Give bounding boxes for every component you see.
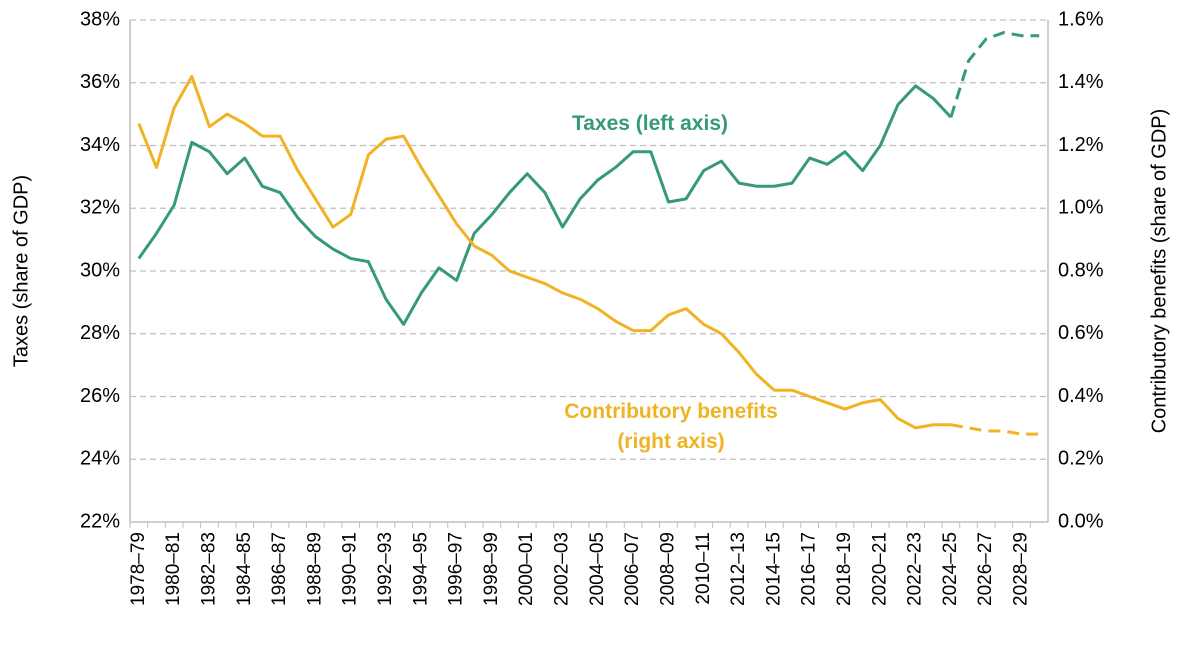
series-line bbox=[137, 84, 952, 326]
x-tick-label: 1990–91 bbox=[340, 532, 361, 606]
y-tick-label: 22% bbox=[80, 510, 120, 532]
x-tick-label: 2006–07 bbox=[622, 532, 643, 606]
y2-tick-label: 0.8% bbox=[1058, 259, 1104, 281]
y2-tick-label: 1.0% bbox=[1058, 197, 1104, 219]
x-tick-label: 2000–01 bbox=[516, 532, 537, 606]
y-axis-label: Taxes (share of GDP) bbox=[10, 175, 32, 367]
y-tick-label: 36% bbox=[80, 71, 120, 93]
x-tick-label: 1980–81 bbox=[163, 532, 184, 606]
series-label: Taxes (left axis) bbox=[571, 112, 728, 135]
y2-tick-label: 0.0% bbox=[1058, 510, 1104, 532]
x-tick-label: 1994–95 bbox=[410, 532, 431, 606]
x-tick-label: 2014–15 bbox=[763, 532, 784, 606]
y2-tick-label: 1.2% bbox=[1058, 134, 1104, 156]
y-tick-label: 38% bbox=[80, 8, 120, 30]
series-line-dashed bbox=[949, 31, 1040, 118]
series-line-dashed bbox=[950, 423, 1040, 436]
x-tick-label: 1982–83 bbox=[198, 532, 219, 606]
x-tick-label: 2020–21 bbox=[869, 532, 890, 606]
y-tick-label: 28% bbox=[80, 322, 120, 344]
series-line bbox=[137, 74, 951, 430]
x-tick-label: 2026–27 bbox=[975, 532, 996, 606]
x-tick-label: 2028–29 bbox=[1011, 532, 1032, 606]
x-tick-label: 2016–17 bbox=[799, 532, 820, 606]
x-tick-label: 1998–99 bbox=[481, 532, 502, 606]
x-tick-label: 2004–05 bbox=[587, 532, 608, 606]
x-tick-label: 1978–79 bbox=[128, 532, 149, 606]
y2-tick-label: 0.6% bbox=[1058, 322, 1104, 344]
series-label: Contributory benefits (right axis) bbox=[564, 400, 778, 453]
x-tick-label: 2002–03 bbox=[552, 532, 573, 606]
y2-axis-label: Contributory benefits (share of GDP) bbox=[1148, 109, 1170, 434]
y2-tick-label: 1.6% bbox=[1058, 8, 1104, 30]
y-tick-label: 30% bbox=[80, 259, 120, 281]
x-tick-label: 2022–23 bbox=[905, 532, 926, 606]
y2-tick-label: 0.4% bbox=[1058, 385, 1104, 407]
x-tick-label: 1984–85 bbox=[234, 532, 255, 606]
x-tick-label: 2024–25 bbox=[940, 532, 961, 606]
y-tick-label: 24% bbox=[80, 448, 120, 470]
x-tick-label: 1992–93 bbox=[375, 532, 396, 606]
y-tick-label: 26% bbox=[80, 385, 120, 407]
x-tick-label: 1986–87 bbox=[269, 532, 290, 606]
y-tick-label: 32% bbox=[80, 197, 120, 219]
y2-tick-label: 1.4% bbox=[1058, 71, 1104, 93]
x-tick-label: 1988–89 bbox=[304, 532, 325, 606]
x-tick-label: 2010–11 bbox=[693, 532, 714, 605]
x-tick-label: 1996–97 bbox=[446, 532, 467, 606]
y-tick-label: 34% bbox=[80, 134, 120, 156]
x-tick-label: 2012–13 bbox=[728, 532, 749, 606]
y2-tick-label: 0.2% bbox=[1058, 448, 1104, 470]
x-tick-label: 2008–09 bbox=[657, 532, 678, 606]
x-tick-label: 2018–19 bbox=[834, 532, 855, 606]
